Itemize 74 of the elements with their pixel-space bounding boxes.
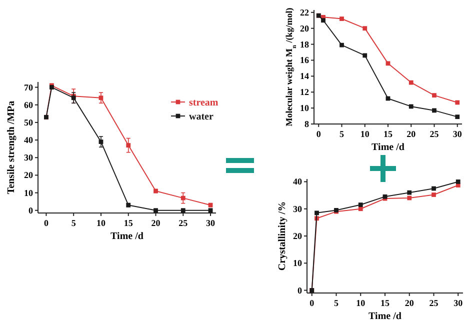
x-tick-label: 30 (206, 218, 216, 228)
point (340, 42, 344, 48)
x-axis-title: Time /d (368, 311, 402, 320)
point (358, 206, 363, 212)
x-tick-label: 15 (124, 218, 134, 228)
legend-label: stream (189, 98, 219, 108)
y-tick-label: 30 (24, 152, 34, 163)
point (407, 190, 412, 195)
point (340, 16, 344, 21)
y-tick-label: 8 (304, 119, 310, 129)
x-axis-title: Time /d (372, 142, 405, 153)
x-tick-label: 30 (452, 129, 462, 139)
x-tick-label: 5 (334, 298, 339, 308)
x-axis-title: Time /d (110, 231, 144, 242)
point (154, 208, 158, 213)
y-tick-label: 10 (24, 188, 34, 198)
y-tick-label: 20 (293, 231, 302, 241)
y-tick-label: 20 (24, 170, 34, 180)
point (455, 114, 460, 120)
y-tick-label: 16 (300, 55, 310, 66)
x-tick-label: 5 (71, 218, 76, 228)
x-tick-label: 20 (151, 218, 161, 228)
point (432, 192, 436, 197)
x-tick-label: 25 (430, 129, 440, 139)
point (432, 186, 436, 191)
y-tick-label: 70 (24, 82, 34, 92)
point (180, 196, 186, 200)
point (126, 143, 131, 148)
y-tick-label: 50 (24, 117, 34, 128)
y-tick-label: 0 (28, 205, 34, 216)
x-tick-label: 30 (454, 298, 464, 308)
x-tick-label: 0 (316, 129, 322, 139)
point (362, 53, 368, 58)
y-tick-label: 40 (293, 176, 302, 187)
point (98, 140, 104, 144)
y-tick-label: 40 (24, 135, 34, 146)
point (432, 93, 436, 98)
y-tick-label: 10 (293, 258, 302, 268)
y-tick-label: 10 (300, 103, 310, 114)
point (432, 108, 436, 113)
point (408, 104, 414, 109)
point (386, 61, 390, 66)
x-tick-label: 20 (406, 129, 416, 139)
x-tick-label: 25 (178, 218, 188, 228)
y-tick-label: 60 (24, 100, 34, 110)
point (455, 100, 460, 105)
y-tick-label: 18 (300, 39, 310, 50)
x-tick-label: 10 (360, 129, 370, 139)
y-tick-label: 14 (300, 71, 310, 82)
x-tick-label: 10 (356, 298, 366, 308)
x-tick-label: 10 (96, 218, 106, 228)
y-tick-label: 22 (300, 7, 310, 18)
y-tick-label: 12 (300, 87, 310, 98)
point (314, 210, 319, 216)
y-tick-label: 0 (298, 285, 302, 296)
x-tick-label: 5 (340, 129, 344, 139)
point (180, 208, 186, 213)
point (407, 196, 412, 200)
y-tick-label: 20 (300, 23, 310, 34)
point (362, 26, 368, 31)
y-axis-title: Tensile strength /MPa (6, 100, 17, 194)
x-tick-label: 15 (384, 129, 393, 139)
point (98, 96, 104, 100)
y-axis-title: Crystallinity /% (277, 201, 288, 271)
x-tick-label: 0 (44, 218, 49, 228)
x-tick-label: 25 (429, 298, 439, 308)
x-tick-label: 15 (380, 298, 390, 308)
point (408, 80, 414, 85)
y-tick-label: 30 (293, 204, 302, 214)
point (358, 202, 363, 207)
x-tick-label: 20 (404, 298, 414, 308)
point (456, 180, 460, 184)
point (321, 18, 326, 23)
legend-label: water (189, 112, 214, 122)
